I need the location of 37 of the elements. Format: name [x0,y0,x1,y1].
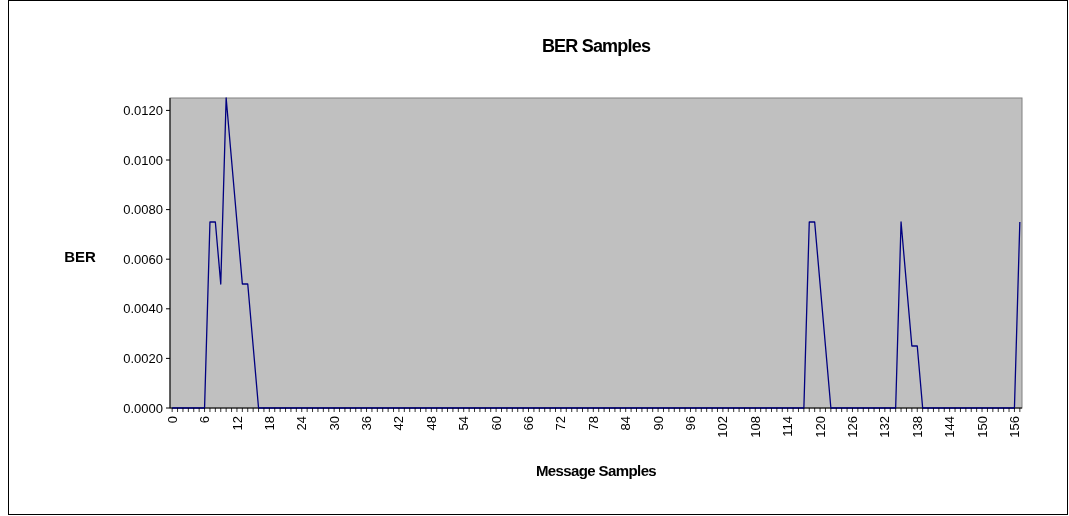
x-tick-label: 114 [780,416,796,437]
x-tick-label: 126 [845,416,861,438]
y-tick-label: 0.0080 [123,202,163,218]
x-tick-label: 138 [909,416,925,438]
y-axis-title: BER [64,248,96,265]
y-tick-label: 0.0060 [123,251,163,267]
x-tick-label: 132 [877,416,893,438]
x-tick-label: 48 [423,416,439,431]
y-tick-label: 0.0040 [123,301,163,317]
x-tick-label: 120 [812,416,828,438]
x-tick-label: 84 [618,416,634,431]
chart-title: BER Samples [541,36,651,56]
x-tick-label: 156 [1006,416,1022,438]
x-tick-label: 0 [164,416,180,424]
x-tick-label: 150 [974,416,990,438]
x-tick-label: 108 [747,416,763,438]
x-tick-label: 102 [715,416,731,438]
x-tick-label: 42 [391,416,407,431]
y-tick-label: 0.0100 [123,152,163,168]
x-tick-label: 54 [456,416,472,431]
y-tick-label: 0.0000 [123,400,163,416]
x-axis-title: Message Samples [535,462,657,479]
y-tick-label: 0.0020 [123,350,163,366]
x-tick-label: 96 [683,416,699,431]
x-tick-label: 18 [261,416,277,431]
x-tick-label: 6 [197,416,213,424]
x-tick-label: 24 [294,416,310,431]
x-tick-label: 60 [488,416,504,431]
y-tick-label: 0.0120 [123,102,163,118]
x-tick-label: 90 [650,416,666,431]
x-tick-label: 78 [585,416,601,431]
x-tick-label: 12 [229,416,245,431]
x-tick-label: 30 [326,416,342,431]
x-tick-label: 36 [359,416,375,431]
x-tick-label: 72 [553,416,569,431]
x-tick-label: 66 [521,416,537,431]
x-tick-label: 144 [942,416,958,438]
